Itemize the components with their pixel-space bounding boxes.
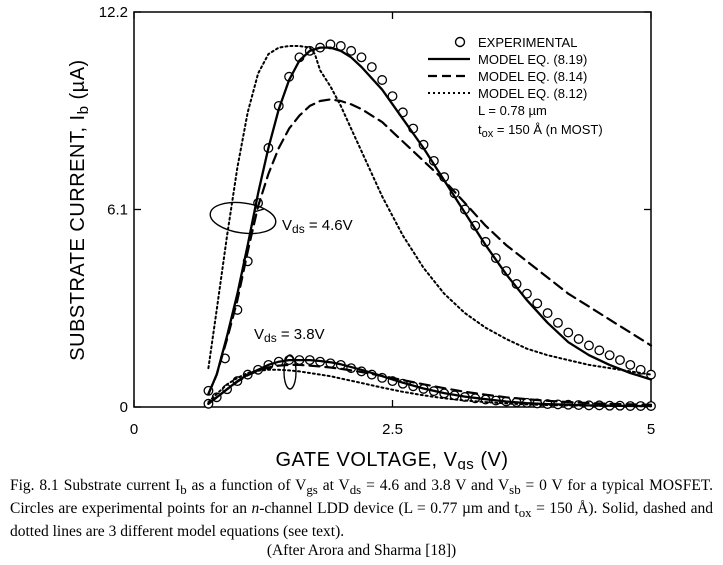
axis-tick-labels: 0 2.5 5 0 6.1 12.2 [99,4,655,438]
legend-note-oxide: tox = 150 Å (n MOST) [478,122,603,140]
data-point-vds-4-6v [377,75,388,85]
series-line-solid-vds-3-8v [207,358,653,408]
legend-label-model-8-19: MODEL EQ. (8.19) [478,52,587,67]
caption-line-1: Fig. 8.1 Substrate current Ib as a funct… [10,477,598,498]
legend-label-model-8-14: MODEL EQ. (8.14) [478,69,587,84]
annotation-label-4-6: Vds = 4.6V [282,217,353,236]
data-point-vds-4-6v [346,45,357,56]
series-layer [203,39,656,411]
data-point-vds-4-6v [604,350,615,361]
legend-note-length: L = 0.78 µm [478,103,547,118]
series-line-solid-vds-4-6v [207,46,653,396]
series-line-dotted-vds-4-6v [207,45,652,376]
figure-caption: Fig. 8.1 Substrate current Ib as a funct… [10,476,713,560]
data-point-vds-4-6v [615,355,625,366]
data-point-vds-4-6v [584,340,594,351]
series-line-dashed-vds-4-6v [207,98,653,396]
caption-line-4: (After Arora and Sharma [18]) [266,542,457,560]
x-tick-label: 5 [647,421,655,438]
y-tick-label: 0 [120,399,128,416]
annotation-label-3-8: Vds = 3.8V [254,326,325,345]
annotation-vds-4-6: Vds = 4.6V [209,201,353,236]
data-point-vds-4-6v [563,327,574,338]
x-tick-label: 2.5 [382,421,403,438]
legend-label-model-8-12: MODEL EQ. (8.12) [478,86,587,101]
data-point-vds-4-6v [594,345,605,356]
y-tick-label: 12.2 [99,4,128,21]
chart: 0 2.5 5 0 6.1 12.2 GATE VOLTAGE, Vgs (V) SUBS… [67,4,656,470]
data-point-vds-4-6v [356,52,367,63]
data-point-vds-4-6v [542,308,553,319]
legend: EXPERIMENTAL MODEL EQ. (8.19) MODEL EQ. … [428,35,603,140]
annotation-vds-3-8: Vds = 3.8V [254,326,325,390]
annotation-ellipse-3-8 [283,354,297,390]
legend-marker-experimental [454,36,466,48]
x-axis-title: GATE VOLTAGE, Vgs (V) [275,449,508,470]
y-axis-title: SUBSTRATE CURRENT, Ib (µA) [67,59,92,360]
data-point-vds-4-6v [532,298,543,309]
caption-line-2: typical MOSFET. Circles are experimental… [10,477,713,518]
x-tick-label: 0 [130,421,138,438]
caption-line-3: and tox = 150 Å). Solid, dashed and dott… [10,500,714,541]
series-line-dotted-vds-3-8v [207,368,652,408]
data-point-vds-4-6v [366,62,377,72]
annotation-ellipse-4-6 [209,201,277,235]
legend-label-experimental: EXPERIMENTAL [478,35,577,50]
y-tick-label: 6.1 [107,202,128,219]
series-line-dashed-vds-3-8v [207,363,653,406]
data-point-vds-4-6v [625,359,636,370]
annotation-arrow-4-6 [253,208,265,213]
data-point-vds-4-6v [552,317,563,328]
data-point-vds-4-6v [387,91,398,102]
data-point-vds-4-6v [573,334,584,344]
